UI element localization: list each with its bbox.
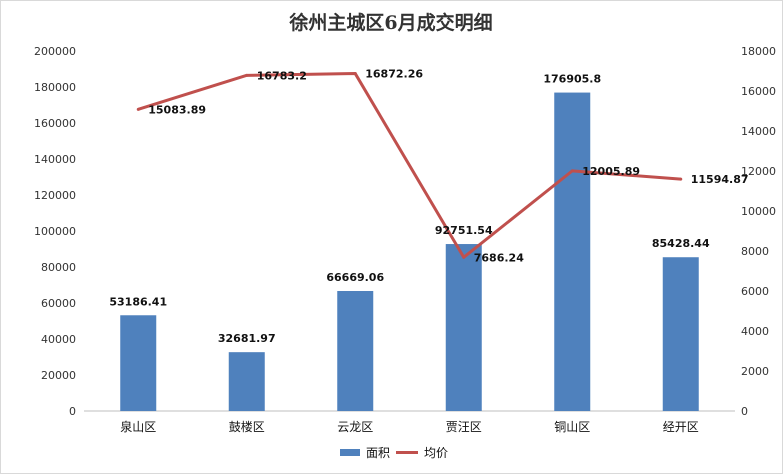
- bar-value-label: 85428.44: [652, 237, 710, 250]
- line-value-label: 7686.24: [474, 251, 524, 264]
- line-value-label: 12005.89: [582, 165, 640, 178]
- line-point: [570, 169, 574, 173]
- bar: [445, 244, 482, 411]
- line-point: [679, 177, 683, 181]
- x-axis-categories: 泉山区 鼓楼区 云龙区 贾汪区 铜山区 经开区: [120, 419, 699, 434]
- series-line: [137, 72, 681, 259]
- left-axis-tick-label: 60000: [41, 297, 76, 310]
- right-axis-tick-label: 18000: [741, 45, 776, 58]
- legend-label-bar: 面积: [366, 446, 390, 460]
- right-y-axis: 0 2000 4000 6000 8000 10000 12000 14000 16000 180…: [741, 45, 776, 418]
- right-axis-tick-label: 2000: [741, 365, 769, 378]
- category-label: 铜山区: [554, 419, 590, 434]
- bar-value-label: 176905.8: [543, 73, 601, 86]
- left-axis-tick-label: 140000: [34, 153, 76, 166]
- bar: [120, 315, 157, 411]
- line-value-label: 16783.2: [257, 69, 307, 82]
- chart-title: 徐州主城区6月成交明细: [288, 11, 492, 34]
- line-point: [462, 255, 466, 259]
- line-value-label: 15083.89: [148, 103, 206, 116]
- right-axis-tick-label: 12000: [741, 165, 776, 178]
- left-axis-tick-label: 40000: [41, 333, 76, 346]
- right-axis-tick-label: 6000: [741, 285, 769, 298]
- bar-value-label: 53186.41: [109, 295, 167, 308]
- right-axis-tick-label: 10000: [741, 205, 776, 218]
- line-point: [136, 107, 140, 111]
- left-axis-tick-label: 200000: [34, 45, 76, 58]
- bar: [337, 290, 374, 411]
- category-label: 经开区: [663, 420, 699, 434]
- bar-series: [120, 92, 699, 412]
- left-axis-tick-label: 100000: [34, 225, 76, 238]
- category-label: 云龙区: [337, 420, 373, 434]
- category-label: 泉山区: [120, 420, 156, 434]
- left-axis-tick-label: 80000: [41, 261, 76, 274]
- category-label: 贾汪区: [446, 420, 482, 434]
- line-value-label: 16872.26: [365, 68, 423, 81]
- line-series: [136, 72, 683, 259]
- bar-value-label: 66669.06: [326, 271, 384, 284]
- bar: [662, 257, 699, 411]
- left-axis-tick-label: 0: [69, 405, 76, 418]
- line-point: [245, 73, 249, 77]
- left-axis-tick-label: 120000: [34, 189, 76, 202]
- bar: [554, 92, 591, 412]
- bar: [228, 352, 265, 411]
- right-axis-tick-label: 16000: [741, 85, 776, 98]
- line-value-label: 11594.87: [691, 173, 749, 186]
- right-axis-tick-label: 8000: [741, 245, 769, 258]
- left-axis-tick-label: 20000: [41, 369, 76, 382]
- right-axis-tick-label: 0: [741, 405, 748, 418]
- category-label: 鼓楼区: [229, 419, 265, 434]
- bar-value-label: 32681.97: [218, 332, 276, 345]
- data-labels: 53186.41 32681.97 66669.06 92751.54 176905.8…: [109, 68, 748, 346]
- left-axis-tick-label: 180000: [34, 81, 76, 94]
- bar-value-label: 92751.54: [435, 224, 493, 237]
- right-axis-tick-label: 14000: [741, 125, 776, 138]
- left-axis-tick-label: 160000: [34, 117, 76, 130]
- line-point: [353, 72, 357, 76]
- legend-label-line: 均价: [424, 446, 448, 460]
- left-y-axis: 0 20000 40000 60000 80000 100000 120000 140000 1…: [34, 45, 76, 418]
- right-axis-tick-label: 4000: [741, 325, 769, 338]
- legend: 面积 均价: [340, 446, 448, 460]
- legend-swatch-bar: [340, 449, 360, 456]
